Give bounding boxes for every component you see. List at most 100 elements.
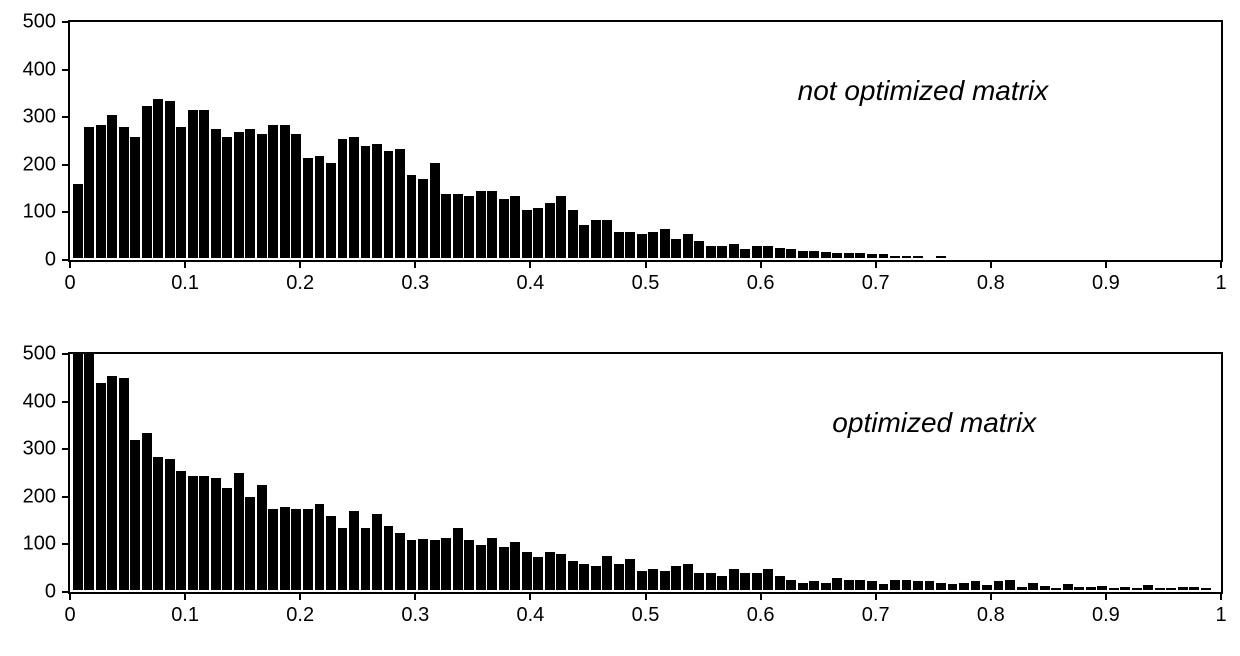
histogram-bar [844, 580, 854, 590]
histogram-bar [303, 158, 313, 258]
histogram-bar [453, 194, 463, 258]
histogram-bar [418, 179, 428, 258]
x-tick-label: 0.5 [632, 604, 660, 627]
histogram-bar [153, 457, 163, 590]
y-tick-label: 500 [23, 343, 56, 366]
top-bars-container [72, 24, 1219, 258]
y-tick-label: 200 [23, 153, 56, 176]
histogram-bar [902, 256, 912, 258]
histogram-bar [499, 547, 509, 590]
x-tick-mark [299, 262, 301, 268]
histogram-bar [671, 566, 681, 590]
histogram-bar [959, 583, 969, 590]
y-tick-mark [62, 259, 68, 261]
histogram-bar [510, 196, 520, 258]
x-tick-mark [1105, 594, 1107, 600]
histogram-bar [1109, 588, 1119, 590]
histogram-bar [107, 376, 117, 590]
histogram-bar [637, 234, 647, 258]
x-tick-mark [69, 262, 71, 268]
top-chart-label: not optimized matrix [798, 75, 1049, 107]
histogram-bar [1201, 588, 1211, 590]
y-tick-mark [62, 401, 68, 403]
histogram-bar [280, 507, 290, 590]
histogram-bar [855, 580, 865, 590]
x-tick-label: 0 [64, 272, 75, 295]
x-tick-mark [414, 262, 416, 268]
histogram-bar [533, 557, 543, 590]
x-tick-label: 0.8 [977, 272, 1005, 295]
histogram-bar [740, 249, 750, 258]
histogram-bar [303, 509, 313, 590]
histogram-bar [867, 581, 877, 590]
histogram-bar [879, 584, 889, 590]
x-tick-mark [299, 594, 301, 600]
top-plot-area: not optimized matrix [68, 20, 1223, 262]
histogram-bar [821, 583, 831, 590]
histogram-bar [257, 134, 267, 258]
y-tick-mark [62, 164, 68, 166]
histogram-bar [188, 110, 198, 258]
histogram-bar [338, 139, 348, 258]
bottom-chart-label: optimized matrix [832, 407, 1036, 439]
histogram-bar [844, 253, 854, 258]
x-tick-mark [990, 594, 992, 600]
x-tick-label: 0.9 [1092, 272, 1120, 295]
histogram-bar [338, 528, 348, 590]
histogram-bar [683, 564, 693, 590]
x-tick-mark [1220, 594, 1222, 600]
histogram-bar [119, 127, 129, 258]
x-tick-mark [875, 594, 877, 600]
x-tick-label: 0.9 [1092, 604, 1120, 627]
histogram-bar [625, 559, 635, 590]
histogram-bar [832, 578, 842, 590]
histogram-bar [476, 191, 486, 258]
x-tick-mark [760, 262, 762, 268]
histogram-bar [545, 552, 555, 590]
histogram-bar [1166, 588, 1176, 590]
y-tick-label: 400 [23, 390, 56, 413]
histogram-bar [694, 241, 704, 258]
histogram-bar [395, 149, 405, 258]
histogram-bar [142, 433, 152, 590]
x-tick-mark [990, 262, 992, 268]
histogram-bar [591, 220, 601, 258]
histogram-bar [936, 256, 946, 258]
histogram-bar [430, 163, 440, 258]
histogram-bar [729, 569, 739, 590]
histogram-bar [130, 137, 140, 258]
x-tick-label: 0.5 [632, 272, 660, 295]
y-tick-mark [62, 591, 68, 593]
histogram-bar [763, 569, 773, 590]
histogram-bar [948, 584, 958, 590]
histogram-bar [913, 581, 923, 590]
histogram-bar [625, 232, 635, 258]
y-tick-mark [62, 69, 68, 71]
x-tick-label: 0.6 [747, 604, 775, 627]
histogram-bar [1189, 587, 1199, 590]
histogram-bar [614, 564, 624, 590]
histogram-bar [395, 533, 405, 590]
x-tick-label: 0.7 [862, 604, 890, 627]
x-tick-label: 0.1 [171, 604, 199, 627]
histogram-bar [556, 196, 566, 258]
histogram-bar [729, 244, 739, 258]
histogram-bar [660, 571, 670, 590]
bottom-bars-container [72, 356, 1219, 590]
histogram-bar [821, 252, 831, 258]
histogram-bar [315, 504, 325, 590]
x-tick-label: 0.4 [516, 272, 544, 295]
histogram-bar [119, 378, 129, 590]
x-tick-mark [1220, 262, 1222, 268]
histogram-bar [84, 127, 94, 258]
histogram-bar [418, 539, 428, 590]
histogram-bar [971, 581, 981, 590]
histogram-bar [648, 569, 658, 590]
histogram-bar [1017, 587, 1027, 590]
histogram-bar [510, 542, 520, 590]
histogram-bar [798, 583, 808, 590]
histogram-bar [430, 540, 440, 590]
histogram-bar [384, 151, 394, 258]
histogram-bar [211, 478, 221, 590]
histogram-bar [775, 576, 785, 590]
